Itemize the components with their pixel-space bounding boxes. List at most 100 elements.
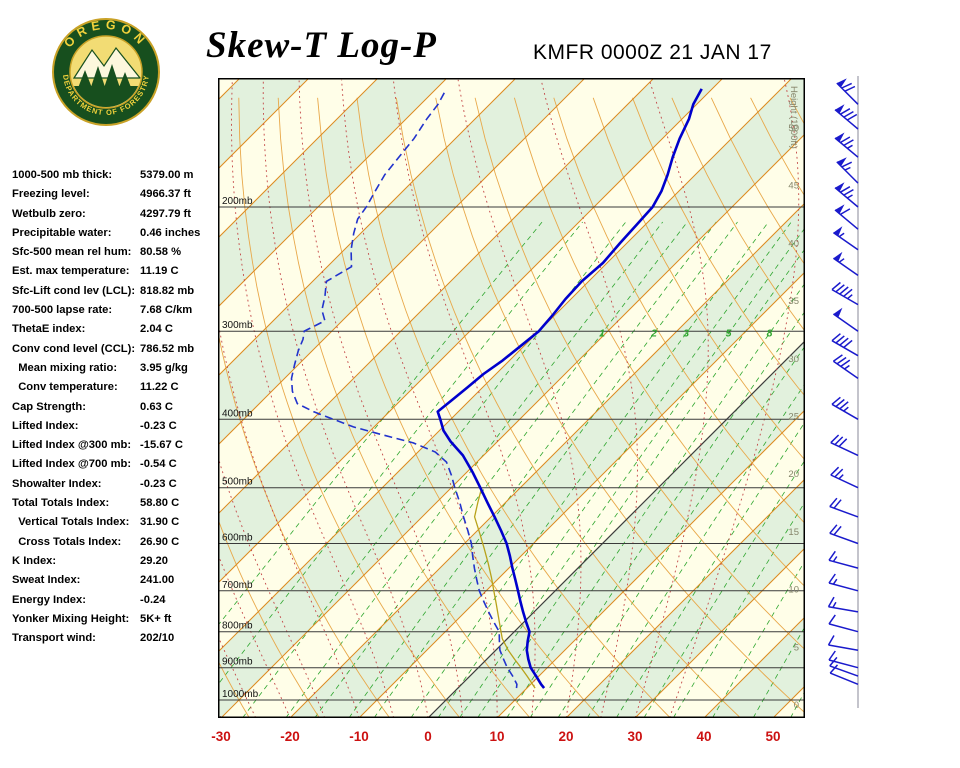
page-title: Skew-T Log-P	[206, 25, 437, 66]
index-label: Precipitable water:	[12, 226, 112, 239]
chart-border	[218, 78, 805, 718]
index-label: Sfc-Lift cond lev (LCL):	[12, 284, 136, 297]
index-label: Lifted Index @300 mb:	[12, 439, 132, 452]
index-value: 2.04 C	[140, 323, 173, 336]
index-value: 29.20	[140, 554, 168, 567]
index-label: Energy Index:	[12, 593, 86, 606]
index-label: 700-500 lapse rate:	[12, 304, 113, 317]
temp-axis-label: -10	[349, 729, 369, 744]
index-row: Mean mixing ratio: 3.95 g/kg	[12, 360, 222, 379]
index-row: Vertical Totals Index: 31.90 C	[12, 514, 222, 533]
temp-axis-label: 20	[558, 729, 574, 744]
index-value: 31.90 C	[140, 516, 180, 529]
index-value: 58.80 C	[140, 497, 180, 510]
svg-text:Height (1000ft): Height (1000ft)	[788, 86, 799, 149]
index-label: Sweat Index:	[12, 574, 81, 587]
index-row: Wetbulb zero: 4297.79 ft	[12, 206, 222, 225]
wind-barb	[832, 226, 859, 251]
index-row: Conv temperature: 11.22 C	[12, 379, 222, 398]
wind-barb	[832, 307, 859, 332]
index-row: Lifted Index @700 mb: -0.54 C	[12, 456, 222, 475]
temp-axis-label: 40	[696, 729, 712, 744]
temp-axis-label: 10	[489, 729, 505, 744]
wind-barb	[829, 664, 859, 685]
wind-barb	[827, 596, 859, 613]
index-value: 5379.00 m	[140, 169, 194, 181]
temp-axis-label: -30	[211, 729, 231, 744]
index-label: Transport wind:	[12, 632, 96, 645]
index-row: 700-500 lapse rate: 7.68 C/km	[12, 302, 222, 321]
index-value: 786.52 mb	[140, 342, 195, 355]
odf-logo: OREGON DEPARTMENT OF FORESTRY	[52, 18, 160, 126]
skewt-chart: 50 45 40 35 30 25 20 15 10 5 0 Height (1000ft) 1 2 3 5 8…	[218, 78, 805, 718]
moist-adiabat-lines	[218, 79, 800, 718]
index-row: Freezing level: 4966.37 ft	[12, 186, 222, 205]
wind-barb	[832, 251, 859, 277]
index-row: K Index: 29.20	[12, 553, 222, 572]
index-value: 3.95 g/kg	[140, 361, 188, 374]
forest-scene-icon	[71, 46, 141, 107]
index-label: Total Totals Index:	[12, 497, 110, 510]
svg-text:8: 8	[767, 327, 773, 339]
index-label: Cross Totals Index:	[12, 535, 122, 548]
index-value: -0.23 C	[140, 419, 177, 432]
index-row: 1000-500 mb thick: 5379.00 m	[12, 167, 222, 186]
index-row: Precipitable water: 0.46 inches	[12, 225, 222, 244]
zero-isotherm-line	[427, 340, 805, 718]
wind-barb	[834, 104, 859, 130]
index-row: Showalter Index: -0.23 C	[12, 476, 222, 495]
index-label: Lifted Index @700 mb:	[12, 458, 132, 471]
index-label: Cap Strength:	[12, 400, 86, 413]
index-label: Lifted Index:	[12, 419, 79, 432]
index-value: -0.24	[140, 593, 166, 606]
index-value: 7.68 C/km	[140, 304, 193, 317]
wind-barb	[830, 434, 859, 457]
index-label: Yonker Mixing Height:	[12, 612, 130, 625]
mixing-ratio-labels: 1 2 3 5 8	[599, 327, 773, 339]
index-value: -15.67 C	[140, 439, 183, 452]
pressure-axis-labels: 200mb 300mb 400mb 500mb 600mb 700mb 800mb 900mb…	[222, 196, 259, 700]
index-value: 80.58 %	[140, 246, 182, 259]
temp-axis-label: 50	[765, 729, 781, 744]
index-value: 4297.79 ft	[140, 207, 191, 220]
svg-text:35: 35	[788, 296, 799, 307]
indices-panel: 1000-500 mb thick: 5379.00 m Freezing leve…	[12, 167, 222, 649]
temp-axis-label: -20	[280, 729, 300, 744]
index-row: Total Totals Index: 58.80 C	[12, 495, 222, 514]
wind-barb	[834, 182, 859, 208]
index-row: Cross Totals Index: 26.90 C	[12, 534, 222, 553]
svg-text:5: 5	[726, 327, 732, 339]
index-row: Sfc-Lift cond lev (LCL): 818.82 mb	[12, 283, 222, 302]
svg-text:600mb: 600mb	[222, 533, 253, 544]
index-value: 0.46 inches	[140, 226, 201, 239]
temp-axis: -30 -20 -10 0 10 20 30 40 50	[0, 729, 960, 747]
svg-text:200mb: 200mb	[222, 196, 253, 207]
station-datetime: KMFR 0000Z 21 JAN 17	[533, 41, 772, 64]
svg-text:25: 25	[788, 412, 799, 423]
wind-barb	[828, 573, 859, 592]
index-row: Lifted Index: -0.23 C	[12, 418, 222, 437]
index-value: -0.54 C	[140, 458, 177, 471]
svg-text:3: 3	[683, 327, 689, 339]
index-row: Sfc-500 mean rel hum: 80.58 %	[12, 244, 222, 263]
svg-text:300mb: 300mb	[222, 320, 253, 331]
index-label: Vertical Totals Index:	[12, 516, 130, 529]
svg-text:1000mb: 1000mb	[222, 689, 259, 700]
index-label: ThetaE index:	[12, 323, 86, 336]
index-row: Cap Strength: 0.63 C	[12, 399, 222, 418]
wind-barb	[828, 650, 859, 669]
index-label: K Index:	[12, 554, 57, 567]
index-label: Conv temperature:	[12, 381, 118, 394]
index-row: Lifted Index @300 mb: -15.67 C	[12, 437, 222, 456]
svg-text:20: 20	[788, 469, 799, 480]
wind-barbs	[827, 76, 859, 708]
wind-barb	[831, 333, 859, 357]
wind-barb	[828, 550, 859, 569]
index-row: Transport wind: 202/10	[12, 630, 222, 649]
index-row: Energy Index: -0.24	[12, 592, 222, 611]
index-label: Freezing level:	[12, 188, 90, 201]
index-row: Sweat Index: 241.00	[12, 572, 222, 591]
